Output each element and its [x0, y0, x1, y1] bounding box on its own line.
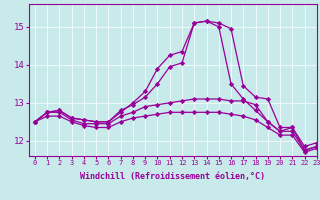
X-axis label: Windchill (Refroidissement éolien,°C): Windchill (Refroidissement éolien,°C) [80, 172, 265, 181]
